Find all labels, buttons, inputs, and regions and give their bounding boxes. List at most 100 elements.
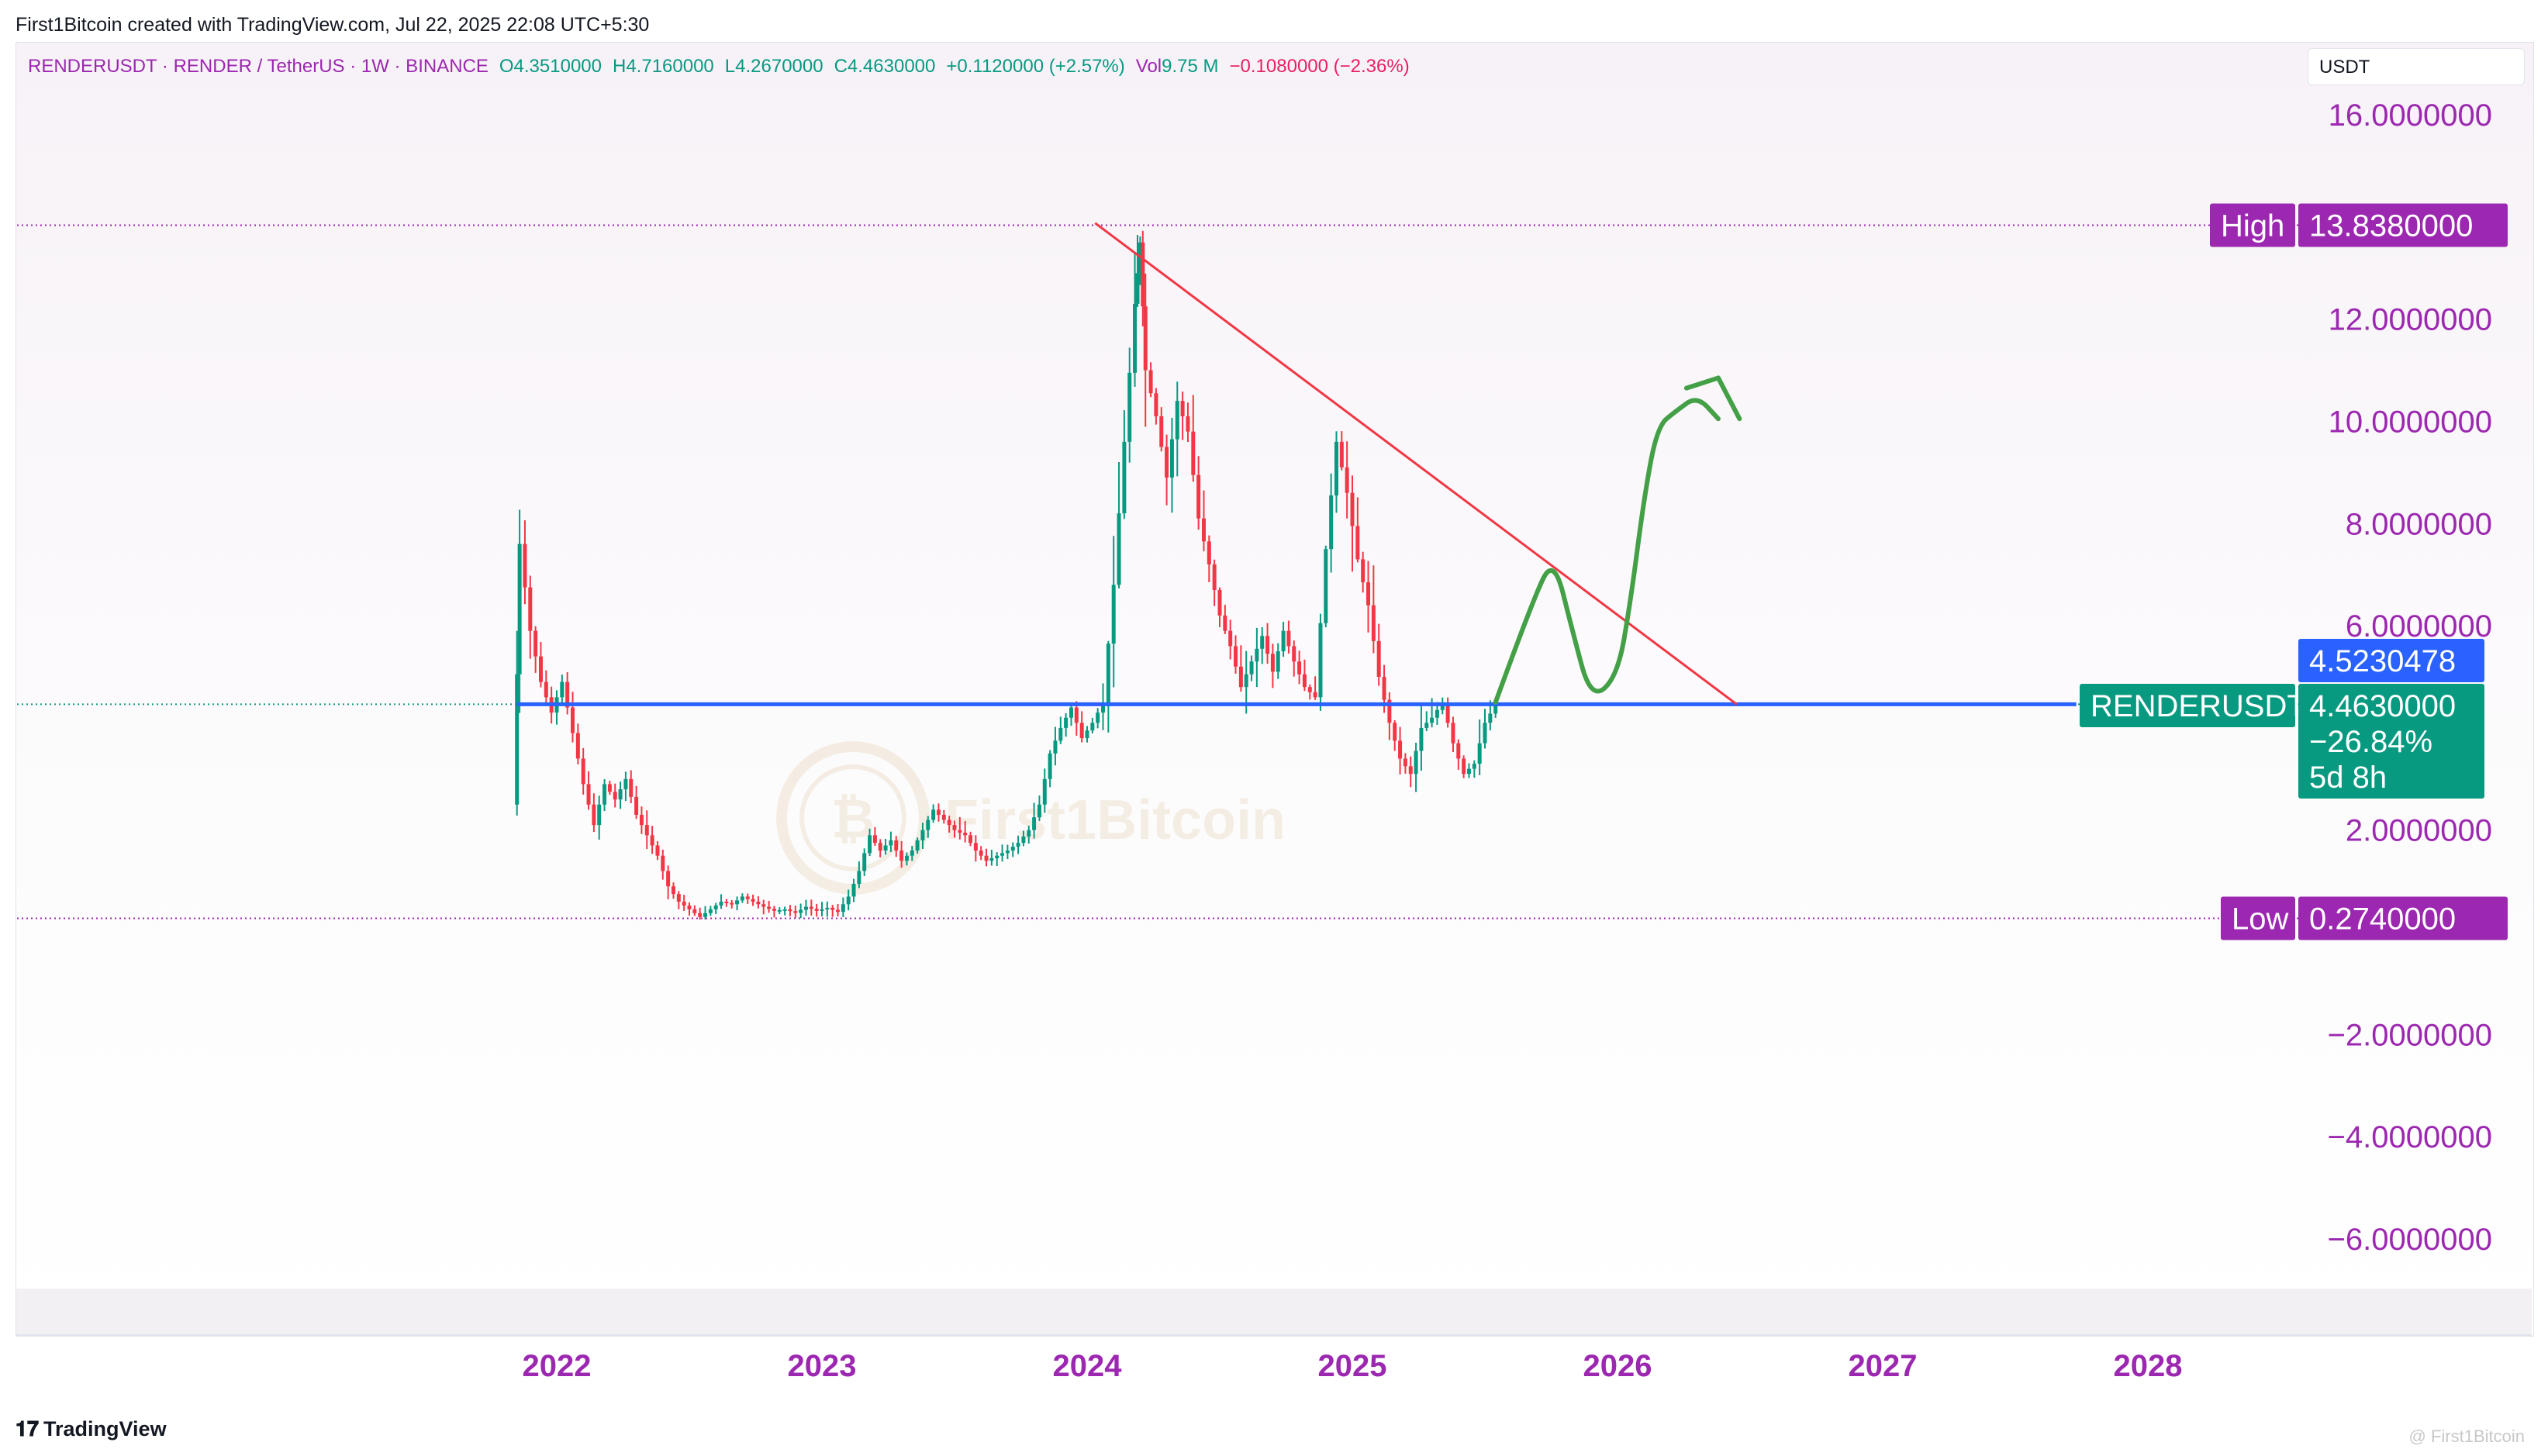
candle-body <box>878 843 882 851</box>
candle-body <box>1196 474 1201 519</box>
candle-body <box>883 845 888 851</box>
high-label-tag-text: High <box>2221 209 2284 243</box>
candle-body <box>952 825 957 830</box>
candle <box>1260 627 1265 664</box>
candle-body <box>1010 847 1015 851</box>
candle-body <box>1440 702 1445 710</box>
candle <box>1339 431 1344 471</box>
last-price-tag-box <box>2298 684 2484 799</box>
candle <box>1414 742 1418 792</box>
candle <box>554 690 559 725</box>
legend-high: H4.7160000 <box>613 56 714 77</box>
candle-body <box>1398 740 1403 759</box>
candle <box>803 899 808 916</box>
candle <box>1456 739 1461 770</box>
candle-body <box>719 902 723 906</box>
candle <box>894 836 899 857</box>
y-tick-label: 12.0000000 <box>2329 303 2492 337</box>
candle <box>1234 635 1238 674</box>
candle-body <box>894 840 899 851</box>
candle-body <box>751 899 755 902</box>
candle-body <box>1027 830 1031 837</box>
candle <box>586 771 591 810</box>
candle-body <box>1371 605 1376 641</box>
candle <box>1307 684 1312 700</box>
candle <box>1201 490 1206 552</box>
price-axis[interactable]: 16.0000000 12.0000000 10.0000000 8.0000000 6… <box>2328 98 2492 1257</box>
candle <box>936 803 941 822</box>
candle-body <box>515 674 520 805</box>
candle-body <box>761 904 766 907</box>
candle <box>1238 645 1243 692</box>
legend-low: L4.2670000 <box>724 56 823 77</box>
candle <box>836 904 841 916</box>
candle <box>857 861 861 888</box>
candle-body <box>1286 630 1291 647</box>
candle <box>878 839 882 857</box>
candle-body <box>936 809 941 815</box>
time-axis[interactable]: 2022 2023 2024 2025 2026 2027 2028 <box>16 1289 2532 1383</box>
candle-body <box>1276 651 1280 672</box>
candle-body <box>1090 723 1095 731</box>
candle-body <box>1387 699 1392 723</box>
candle <box>1048 750 1052 788</box>
candle <box>931 804 936 823</box>
candle-body <box>1366 582 1371 606</box>
candle-body <box>1101 702 1106 713</box>
candle-body <box>1424 723 1429 728</box>
candle-body <box>984 855 989 861</box>
candle <box>851 878 856 902</box>
candle <box>1143 273 1148 427</box>
x-tick-label: 2022 <box>523 1349 592 1383</box>
candle <box>517 509 522 713</box>
candle-body <box>708 909 713 913</box>
candle-body <box>788 909 792 912</box>
candle <box>941 809 946 824</box>
candle-body <box>862 853 867 871</box>
candle-body <box>650 835 654 846</box>
candle-body <box>1403 758 1407 767</box>
candle-body <box>1175 401 1179 440</box>
candle-body <box>1324 549 1328 623</box>
candle-body <box>899 850 904 861</box>
candle-body <box>872 835 877 844</box>
last-price-tag-text: −26.84% <box>2309 725 2432 759</box>
candle-body <box>756 902 761 905</box>
candle <box>1472 760 1476 778</box>
candle-body <box>926 819 930 830</box>
candle <box>1207 535 1211 582</box>
tradingview-logo[interactable]: 𝟏𝟕 TradingView <box>16 1417 167 1442</box>
x-tick-label: 2024 <box>1053 1349 1123 1383</box>
legend-vol-label: Vol <box>1135 56 1162 77</box>
candle-body <box>1430 717 1435 723</box>
low-label-tag: Low <box>2221 896 2295 940</box>
candle <box>581 747 585 795</box>
candle-body <box>533 630 538 657</box>
candle <box>1223 605 1227 634</box>
candle-body <box>1334 441 1338 496</box>
candle <box>910 845 914 861</box>
candle <box>989 849 994 866</box>
candle-body <box>979 850 983 856</box>
candle-body <box>676 894 681 902</box>
candle-body <box>904 855 909 861</box>
low-value-tag: 0.2740000 <box>2298 896 2508 940</box>
candle <box>1313 676 1317 700</box>
candle-body <box>941 814 946 820</box>
candle <box>1135 235 1140 308</box>
candle-body <box>1255 648 1259 662</box>
candle-body <box>671 886 675 895</box>
line-price-tag-box <box>2298 639 2484 682</box>
legend-vol-value: 9.75 M <box>1162 56 1219 77</box>
candle <box>1403 753 1407 774</box>
candle-body <box>682 902 686 906</box>
currency-selector[interactable]: USDT <box>2308 48 2525 85</box>
candle <box>1159 407 1164 452</box>
legend-symbol[interactable]: RENDERUSDT · RENDER / TetherUS · 1W · BI… <box>28 56 489 77</box>
candle <box>629 770 634 804</box>
candle <box>1345 441 1349 519</box>
candle-body <box>1159 416 1164 447</box>
legend-vol-change: −0.1080000 (−2.36%) <box>1229 56 1410 77</box>
candle-body <box>692 909 697 913</box>
candle <box>1101 683 1106 730</box>
